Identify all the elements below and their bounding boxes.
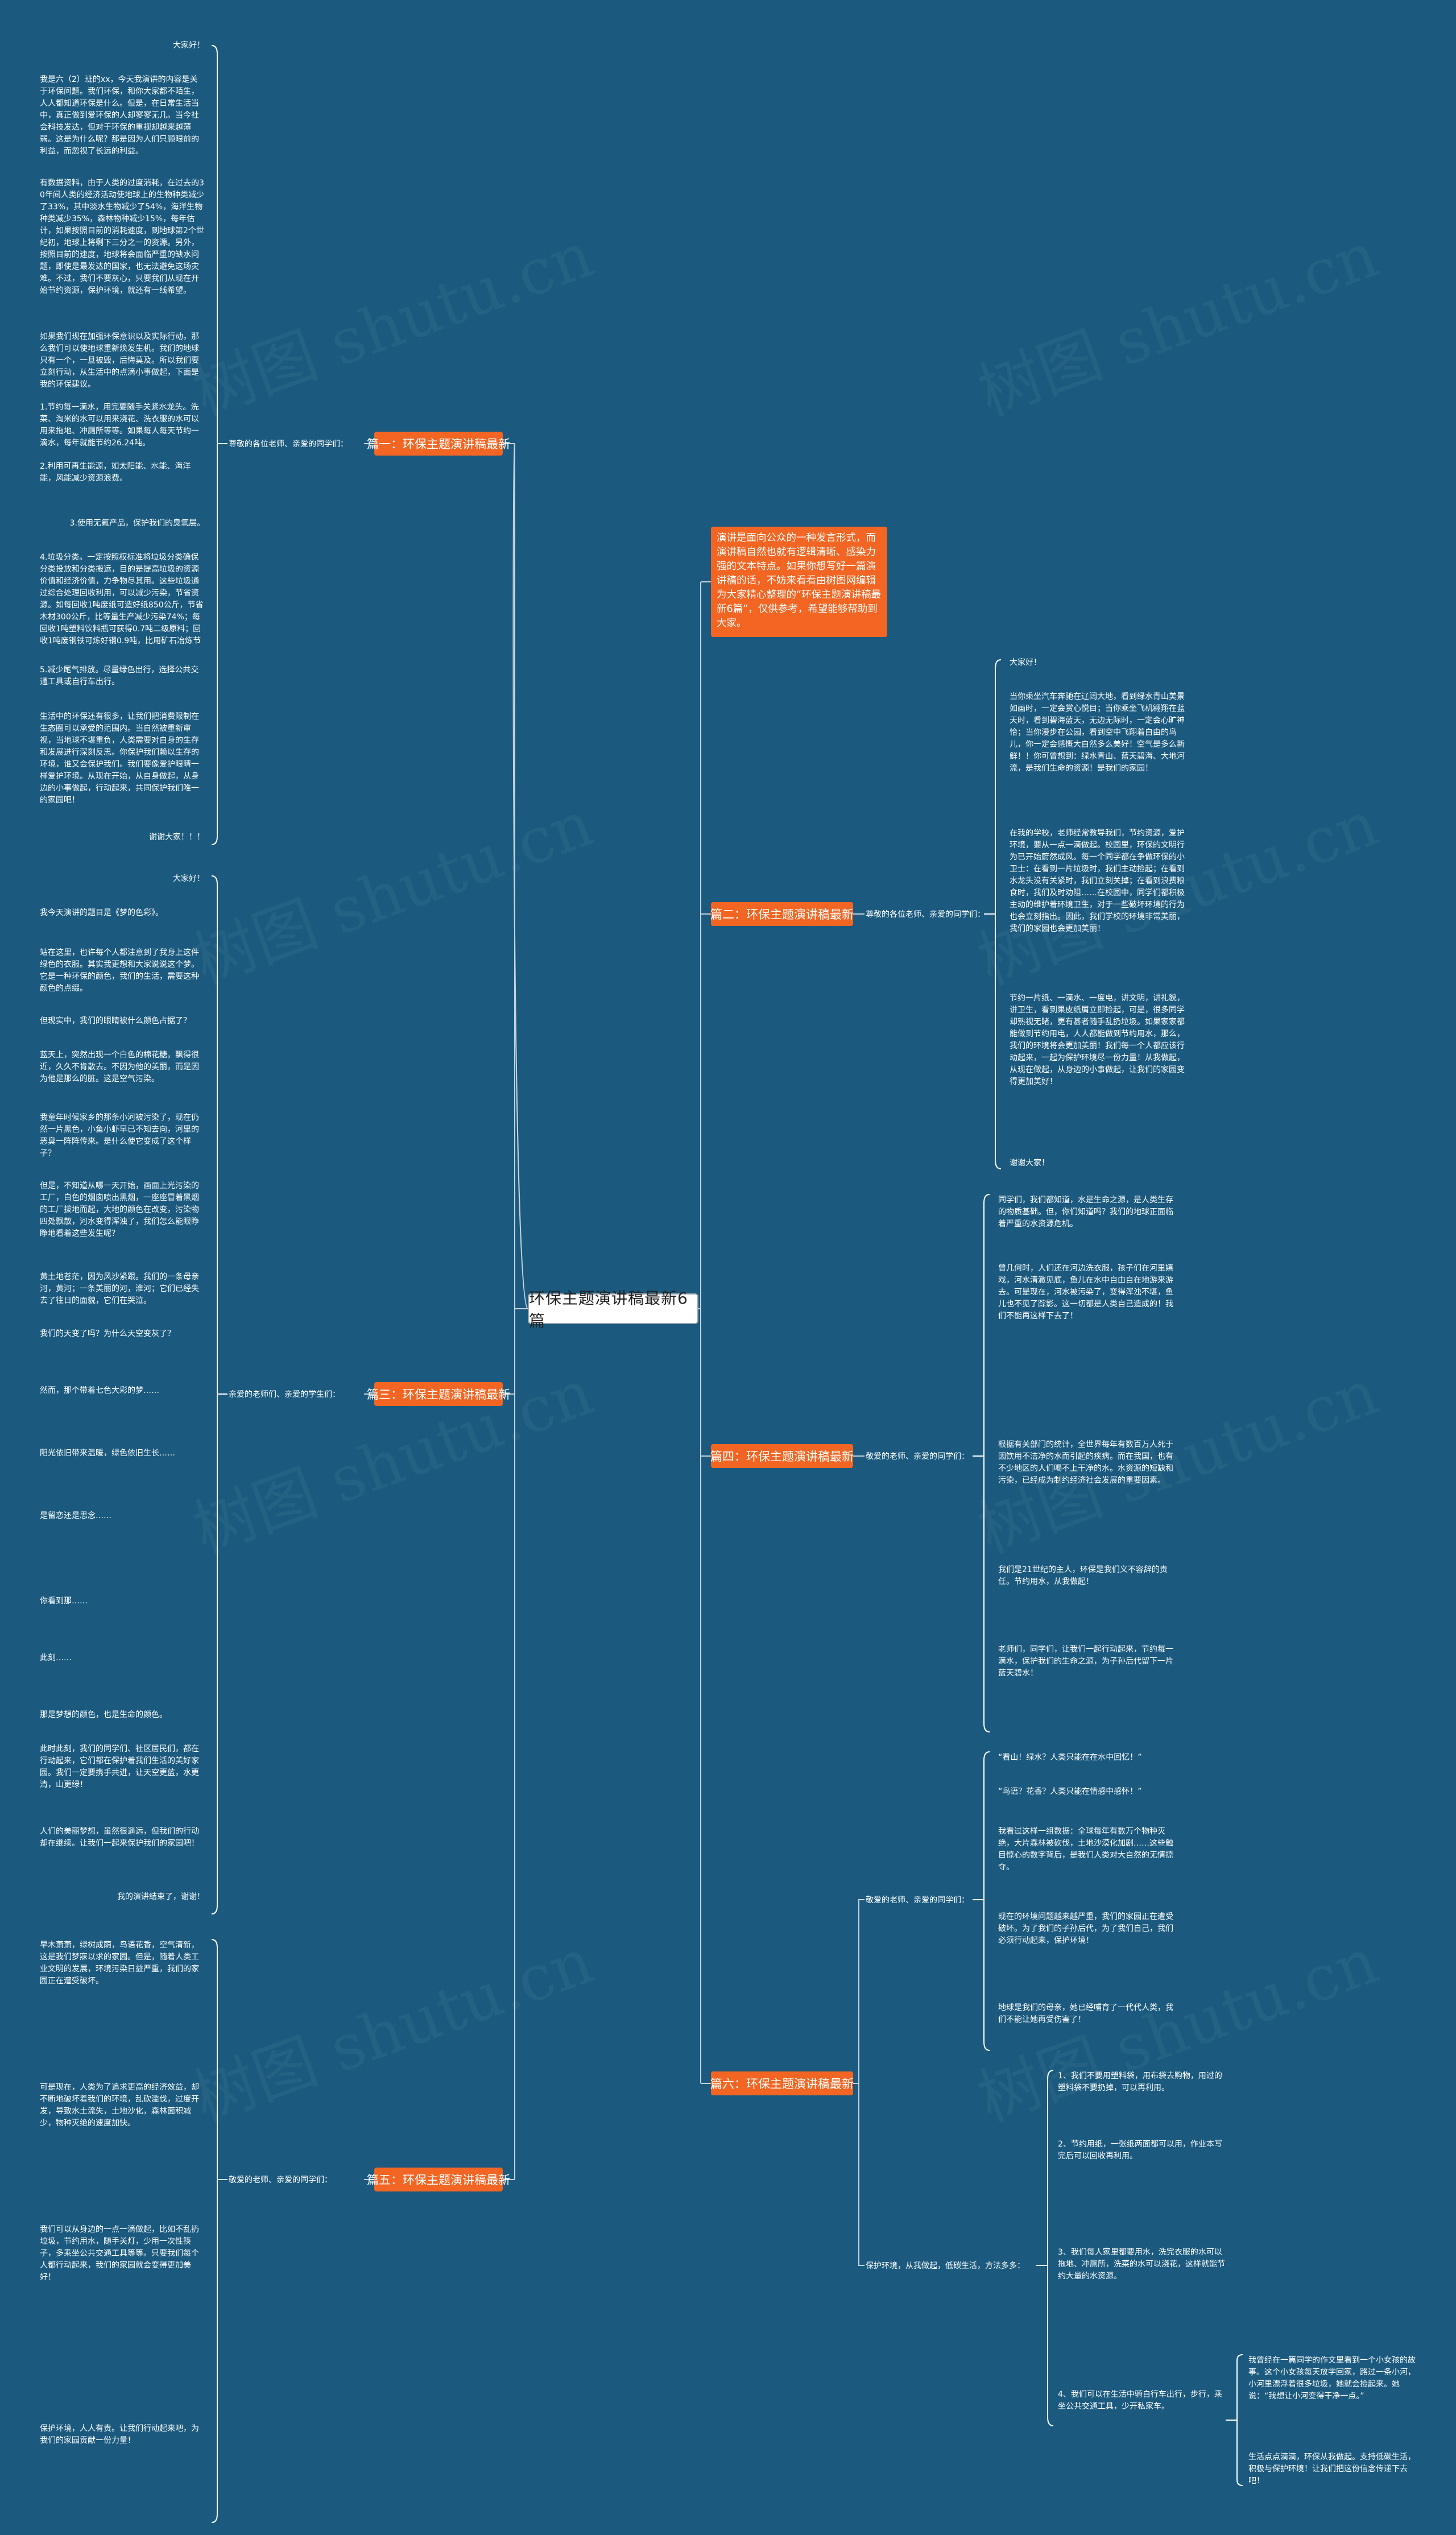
paragraph: 我的演讲结束了，谢谢！	[117, 1892, 205, 1901]
paragraph: 大家好！	[173, 41, 205, 50]
paragraph: 黄土地苍茫，因为风沙紧跟。我们的一条母亲河，黄河；一条美丽的河，淮河；它们已经失…	[40, 1272, 199, 1305]
branch-6-tips-label: 保护环境，从我做起，低碳生活，方法多多：	[866, 2261, 1025, 2271]
paragraph: 5.减少尾气排放。尽量绿色出行，选择公共交通工具或自行车出行。	[40, 665, 199, 687]
paragraph: 人们的美丽梦想，虽然很遥远，但我们的行动却在继续。让我们一起来保护我们的家园吧！	[40, 1827, 199, 1848]
topic-branch-5[interactable]: 篇五：环保主题演讲稿最新	[367, 2168, 510, 2191]
topic-branch-3[interactable]: 篇三：环保主题演讲稿最新	[367, 1382, 510, 1406]
paragraph: 地球是我们的母亲，她已经哺育了一代代人类，我们不能让她再受伤害了！	[998, 2003, 1173, 2024]
branch-5-paragraphs: 早木萧萧，绿树成荫，鸟语花香，空气清新，这是我们梦寐以求的家园。但是，随着人类工…	[40, 1939, 205, 2525]
paragraph: 那是梦想的颜色，也是生命的颜色。	[40, 1710, 167, 1719]
root-connectors	[503, 443, 711, 2180]
paragraph: 2.利用可再生能源，如太阳能、水能、海洋能，风能减少资源浪费。	[40, 462, 191, 483]
paragraph: 生活中的环保还有很多，让我们把消费限制在生态圈可以承受的范围内。当自然被重新审视…	[40, 712, 199, 805]
paragraph: 谢谢大家！！！	[149, 833, 205, 842]
summary-note: 演讲是面向公众的一种发言形式，而演讲稿自然也就有逻辑清晰、感染力强的文本特点。如…	[711, 527, 887, 637]
paragraph: 但现实中，我们的眼睛被什么颜色占据了？	[40, 1016, 191, 1025]
branch-brackets	[211, 45, 1243, 2523]
paragraph: 我是六（2）班的xx，今天我演讲的内容是关于环保问题。我们环保，和你大家都不陌生…	[40, 75, 199, 156]
paragraph: 保护环境，人人有责。让我们行动起来吧，为我们的家园贡献一份力量！	[40, 2424, 199, 2445]
paragraph: 我们可以从身边的一点一滴做起，比如不乱扔垃圾，节约用水，随手关灯，少用一次性筷子…	[40, 2225, 199, 2282]
branch-2-greeting: 尊敬的各位老师、亲爱的同学们：	[866, 910, 985, 919]
tip-item: 3、我们每人家里都要用水，洗完衣服的水可以拖地、冲厕所，洗菜的水可以浇花，这样就…	[1058, 2248, 1225, 2281]
paragraph: 有数据资料，由于人类的过度消耗，在过去的30年间人类的经济活动使地球上的生物种类…	[40, 179, 204, 295]
paragraph: “看山！绿水？人类只能在在水中回忆！”	[998, 1753, 1142, 1762]
paragraph: 3.使用无氟产品，保护我们的臭氧层。	[69, 519, 205, 528]
paragraph: 然而，那个带着七色大彩的梦……	[40, 1386, 159, 1395]
paragraph: 大家好！	[1010, 658, 1041, 667]
branch-6-ending: 我曾经在一篇同学的作文里看到一个小女孩的故事。这个小女孩每天放学回家，路过一条小…	[1248, 2355, 1419, 2491]
tip-item: 4、我们可以在生活中骑自行车出行，步行，乘坐公共交通工具，少开私家车。	[1058, 2390, 1222, 2411]
paragraph: 但是，不知道从哪一天开始，画面上光污染的工厂，白色的烟囱喷出黑烟，一座座冒着黑烟…	[40, 1181, 199, 1238]
paragraph: 4.垃圾分类。一定按照权标准将垃圾分类确保分类投放和分类搬运，目的是提高垃圾的资…	[40, 553, 204, 646]
branch-1-greeting: 尊敬的各位老师、亲爱的同学们：	[229, 440, 348, 449]
paragraph: 我看过这样一组数据：全球每年有数万个物种灭绝，大片森林被砍伐，土地沙漠化加剧………	[998, 1827, 1173, 1872]
paragraph: 生活点点滴滴，环保从我做起。支持低碳生活，积极与保护环境！让我们把这份信念传递下…	[1248, 2453, 1416, 2486]
paragraph: 我今天演讲的题目是《梦的色彩》。	[40, 908, 163, 917]
paragraph: 我曾经在一篇同学的作文里看到一个小女孩的故事。这个小女孩每天放学回家，路过一条小…	[1248, 2356, 1416, 2401]
paragraph: 此刻……	[40, 1653, 72, 1663]
paragraph: 节约一片纸、一滴水、一度电，讲文明，讲礼貌，讲卫生，看到果皮纸屑立即捡起，可是，…	[1010, 994, 1185, 1086]
branch-2-paragraphs: 大家好！ 当你乘坐汽车奔驰在辽阔大地，看到绿水青山美景如画时，一定会赏心悦目；当…	[1010, 657, 1192, 1169]
branch-3-greeting: 亲爱的老师们、亲爱的学生们：	[229, 1390, 340, 1399]
tip-item: 1、我们不要用塑料袋，用布袋去购物，用过的塑料袋不要扔掉，可以再利用。	[1058, 2071, 1222, 2092]
branch-3-paragraphs: 大家好！ 我今天演讲的题目是《梦的色彩》。 站在这里，也许每个人都注意到了我身上…	[40, 873, 205, 1914]
branch-4-greeting: 敬爱的老师、亲爱的同学们：	[866, 1452, 969, 1461]
branch-5-greeting: 敬爱的老师、亲爱的同学们：	[229, 2176, 332, 2185]
root-topic[interactable]: 环保主题演讲稿最新6篇	[528, 1289, 698, 1330]
paragraph: 根据有关部门的统计，全世界每年有数百万人死于因饮用不洁净的水而引起的疾病。而在我…	[998, 1440, 1173, 1485]
branch-1-paragraphs: 大家好！ 我是六（2）班的xx，今天我演讲的内容是关于环保问题。我们环保，和你大…	[40, 40, 205, 847]
branch-6-paragraphs: “看山！绿水？人类只能在在水中回忆！” “鸟语？花香？人类只能在情感中感怀！” …	[998, 1752, 1180, 2053]
paragraph: 同学们，我们都知道，水是生命之源，是人类生存的物质基础。但，你们知道吗？我们的地…	[998, 1196, 1173, 1229]
paragraph: 你看到那……	[40, 1597, 88, 1606]
paragraph: 我童年时候家乡的那条小河被污染了，现在仍然一片黑色，小鱼小虾早已不知去向，河里的…	[40, 1113, 199, 1158]
paragraph: 我们的天变了吗？为什么天空变灰了？	[40, 1329, 175, 1338]
paragraph: 曾几何时，人们还在河边洗衣服，孩子们在河里嬉戏，河水清澈见底，鱼儿在水中自由自在…	[998, 1264, 1173, 1321]
topic-branch-4[interactable]: 篇四：环保主题演讲稿最新	[710, 1444, 854, 1468]
paragraph: 大家好！	[173, 874, 205, 883]
tip-item: 2、节约用纸，一张纸两面都可以用，作业本写完后可以回收再利用。	[1058, 2140, 1222, 2161]
paragraph: 如果我们现在加强环保意识以及实际行动，那么我们可以使地球重新焕发生机。我们的地球…	[40, 332, 199, 389]
topic-branch-1[interactable]: 篇一：环保主题演讲稿最新	[367, 432, 510, 456]
paragraph: 在我的学校，老师经常教导我们，节约资源，爱护环境，要从一点一滴做起。校园里，环保…	[1010, 829, 1185, 933]
paragraph: 可是现在，人类为了追求更高的经济效益，却不断地破坏着我们的环境，乱砍滥伐，过度开…	[40, 2083, 199, 2128]
topic-branch-2[interactable]: 篇二：环保主题演讲稿最新	[710, 902, 854, 926]
topic-branch-6[interactable]: 篇六：环保主题演讲稿最新	[710, 2071, 854, 2095]
branch-6-greeting: 敬爱的老师、亲爱的同学们：	[866, 1896, 969, 1905]
paragraph: 阳光依旧带来温暖，绿色依旧生长……	[40, 1449, 175, 1458]
paragraph: 早木萧萧，绿树成荫，鸟语花香，空气清新，这是我们梦寐以求的家园。但是，随着人类工…	[40, 1941, 199, 1986]
branch-6-tips: 1、我们不要用塑料袋，用布袋去购物，用过的塑料袋不要扔掉，可以再利用。 2、节约…	[1058, 2070, 1228, 2434]
paragraph: 我们是21世纪的主人，环保是我们义不容辞的责任。节约用水，从我做起！	[998, 1565, 1168, 1586]
paragraph: 现在的环境问题越来越严重，我们的家园正在遭受破坏。为了我们的子孙后代，为了我们自…	[998, 1912, 1173, 1945]
paragraph: 站在这里，也许每个人都注意到了我身上这件绿色的衣服。其实我更想和大家说说这个梦。…	[40, 948, 199, 993]
paragraph: 老师们，同学们，让我们一起行动起来，节约每一滴水，保护我们的生命之源，为子孙后代…	[998, 1645, 1173, 1678]
paragraph: 1.节约每一滴水，用完要随手关紧水龙头。洗菜、淘米的水可以用来浇花、洗衣服的水可…	[40, 403, 199, 448]
paragraph: 此时此刻，我们的同学们、社区居民们，都在行动起来，它们都在保护着我们生活的美好家…	[40, 1744, 199, 1789]
paragraph: 蓝天上，突然出现一个白色的棉花糖，飘得很近，久久不肯散去。不因为他的美丽，而是因…	[40, 1051, 199, 1084]
paragraph: 谢谢大家！	[1010, 1159, 1049, 1168]
paragraph: “鸟语？花香？人类只能在情感中感怀！”	[998, 1787, 1142, 1796]
paragraph: 当你乘坐汽车奔驰在辽阔大地，看到绿水青山美景如画时，一定会赏心悦目；当你乘坐飞机…	[1010, 692, 1185, 773]
paragraph: 是留恋还是思念……	[40, 1511, 111, 1520]
branch-4-paragraphs: 同学们，我们都知道，水是生命之源，是人类生存的物质基础。但，你们知道吗？我们的地…	[998, 1194, 1180, 1735]
